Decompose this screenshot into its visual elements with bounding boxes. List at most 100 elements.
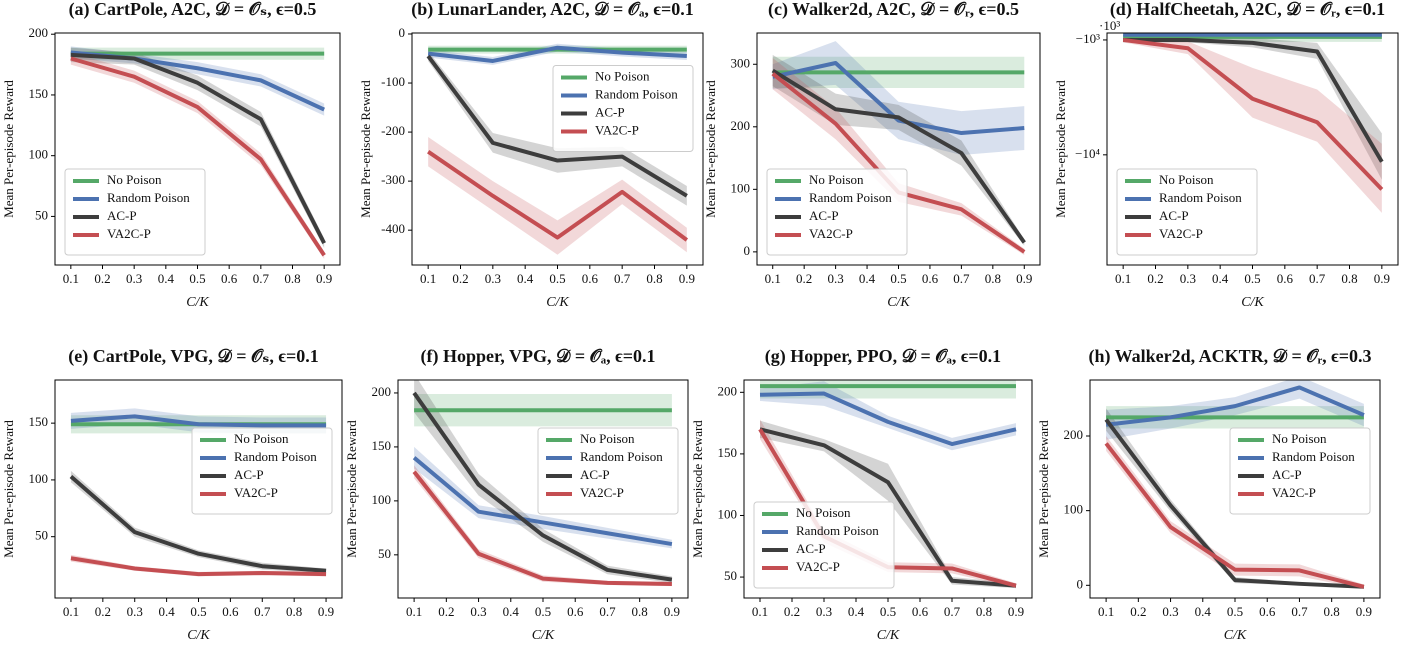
error-band — [414, 465, 672, 587]
x-tick-label: 0.3 — [1180, 271, 1196, 286]
y-tick-label: 100 — [1064, 502, 1084, 517]
y-offset-text: ·10³ — [1099, 18, 1120, 33]
x-axis-label: C/K — [546, 295, 569, 310]
x-axis-label: C/K — [887, 295, 910, 310]
x-tick-label: 0.6 — [221, 271, 238, 286]
legend: No Poison Random Poison AC-P VA2C-P — [1116, 168, 1258, 256]
error-band — [772, 58, 1025, 255]
legend-label: VA2C-P — [1159, 226, 1203, 241]
y-tick-label: -300 — [381, 172, 405, 187]
legend-label: No Poison — [580, 431, 635, 446]
y-tick-label: -400 — [381, 221, 405, 236]
series-line — [70, 556, 327, 577]
x-tick-label: 0.5 — [880, 604, 896, 619]
legend-label: VA2C-P — [595, 122, 639, 137]
panel-title: (c) Walker2d, A2C, 𝒟 = 𝒪ᵣ, ϵ=0.5 — [768, 0, 1019, 20]
x-tick-label: 0.4 — [517, 271, 534, 286]
series-line — [1105, 385, 1365, 427]
error-band — [760, 381, 1016, 451]
series-line — [69, 475, 327, 573]
series-line — [759, 427, 1017, 588]
legend-label: VA2C-P — [107, 226, 151, 241]
y-tick-label: 200 — [718, 383, 738, 398]
y-tick-label: 0 — [744, 243, 751, 258]
y-axis-label: Mean Per-episode Reward — [1, 80, 16, 218]
y-tick-label: 50 — [724, 568, 737, 583]
x-tick-label: 0.2 — [784, 604, 800, 619]
y-tick-label: 200 — [372, 384, 392, 399]
plot-area — [70, 46, 326, 259]
legend-label: AC-P — [580, 467, 610, 482]
legend-box — [1229, 427, 1371, 515]
legend-label: Random Poison — [580, 449, 663, 464]
x-tick-label: 0.8 — [632, 604, 648, 619]
y-tick-label: −10³ — [1076, 31, 1100, 46]
x-tick-label: 0.9 — [318, 604, 334, 619]
x-tick-label: 0.9 — [1356, 604, 1372, 619]
legend-label: Random Poison — [796, 523, 879, 538]
x-tick-label: 0.4 — [158, 271, 175, 286]
legend-box — [1116, 168, 1258, 256]
x-tick-label: 0.7 — [1291, 604, 1308, 619]
x-tick-label: 0.6 — [567, 604, 584, 619]
x-tick-label: 0.8 — [646, 271, 662, 286]
y-axis-label: Mean Per-episode Reward — [1053, 80, 1068, 218]
x-tick-label: 0.3 — [127, 604, 143, 619]
legend-label: AC-P — [595, 104, 625, 119]
x-axis-label: C/K — [187, 628, 210, 643]
legend-label: VA2C-P — [796, 559, 840, 574]
x-tick-label: 0.7 — [254, 604, 271, 619]
y-tick-label: 150 — [372, 438, 392, 453]
legend: No Poison Random Poison AC-P VA2C-P — [64, 168, 206, 256]
panel: (c) Walker2d, A2C, 𝒟 = 𝒪ᵣ, ϵ=0.5 Mean Per… — [703, 0, 1041, 310]
x-tick-label: 0.8 — [1341, 271, 1357, 286]
x-axis-label: C/K — [186, 295, 209, 310]
y-tick-label: 0 — [399, 25, 406, 40]
x-tick-label: 0.4 — [848, 604, 865, 619]
x-axis-label: C/K — [532, 628, 555, 643]
x-tick-label: 0.9 — [1016, 271, 1032, 286]
x-tick-label: 0.5 — [190, 604, 206, 619]
legend-label: AC-P — [107, 208, 137, 223]
x-tick-label: 0.1 — [1098, 604, 1114, 619]
x-tick-label: 0.7 — [1309, 271, 1326, 286]
panel: (f) Hopper, VPG, 𝒟 = 𝒪ₐ, ϵ=0.1 Mean Per-e… — [344, 346, 689, 643]
x-tick-label: 0.3 — [1162, 604, 1178, 619]
y-tick-label: 100 — [372, 492, 392, 507]
x-tick-label: 0.2 — [95, 604, 111, 619]
x-tick-label: 0.5 — [549, 271, 565, 286]
y-tick-label: 150 — [29, 86, 49, 101]
x-tick-label: 0.4 — [1212, 271, 1229, 286]
axes-frame — [743, 379, 1033, 599]
error-band — [1123, 37, 1382, 213]
x-axis-label: C/K — [1224, 628, 1247, 643]
y-axis-label: Mean Per-episode Reward — [1, 420, 16, 558]
legend-label: Random Poison — [1159, 190, 1242, 205]
legend-box — [552, 64, 694, 152]
panel-title: (b) LunarLander, A2C, 𝒟 = 𝒪ₐ, ϵ=0.1 — [411, 0, 693, 20]
axes-frame — [397, 379, 689, 599]
legend: No Poison Random Poison AC-P VA2C-P — [753, 501, 895, 589]
panel-title: (d) HalfCheetah, A2C, 𝒟 = 𝒪ᵣ, ϵ=0.1 — [1110, 0, 1385, 20]
legend-label: VA2C-P — [809, 226, 853, 241]
y-axis-label: Mean Per-episode Reward — [358, 80, 373, 218]
legend-label: No Poison — [809, 172, 864, 187]
y-tick-label: 150 — [718, 445, 738, 460]
plot-area — [69, 408, 327, 577]
x-tick-label: 0.9 — [1374, 271, 1390, 286]
legend-label: No Poison — [796, 505, 851, 520]
panel-title: (f) Hopper, VPG, 𝒟 = 𝒪ₐ, ϵ=0.1 — [420, 346, 655, 367]
error-band — [1106, 380, 1364, 440]
legend-label: AC-P — [234, 467, 264, 482]
panel-title: (h) Walker2d, ACKTR, 𝒟 = 𝒪ᵣ, ϵ=0.3 — [1088, 346, 1371, 367]
plot-area — [412, 380, 673, 587]
x-tick-label: 0.4 — [1195, 604, 1212, 619]
legend-label: VA2C-P — [234, 485, 278, 500]
plot-area — [1122, 33, 1384, 213]
x-tick-label: 0.5 — [535, 604, 551, 619]
y-tick-label: -200 — [381, 123, 405, 138]
plot-area — [426, 43, 689, 255]
x-axis-label: C/K — [877, 628, 900, 643]
x-tick-label: 0.8 — [976, 604, 992, 619]
legend-label: AC-P — [1159, 208, 1189, 223]
